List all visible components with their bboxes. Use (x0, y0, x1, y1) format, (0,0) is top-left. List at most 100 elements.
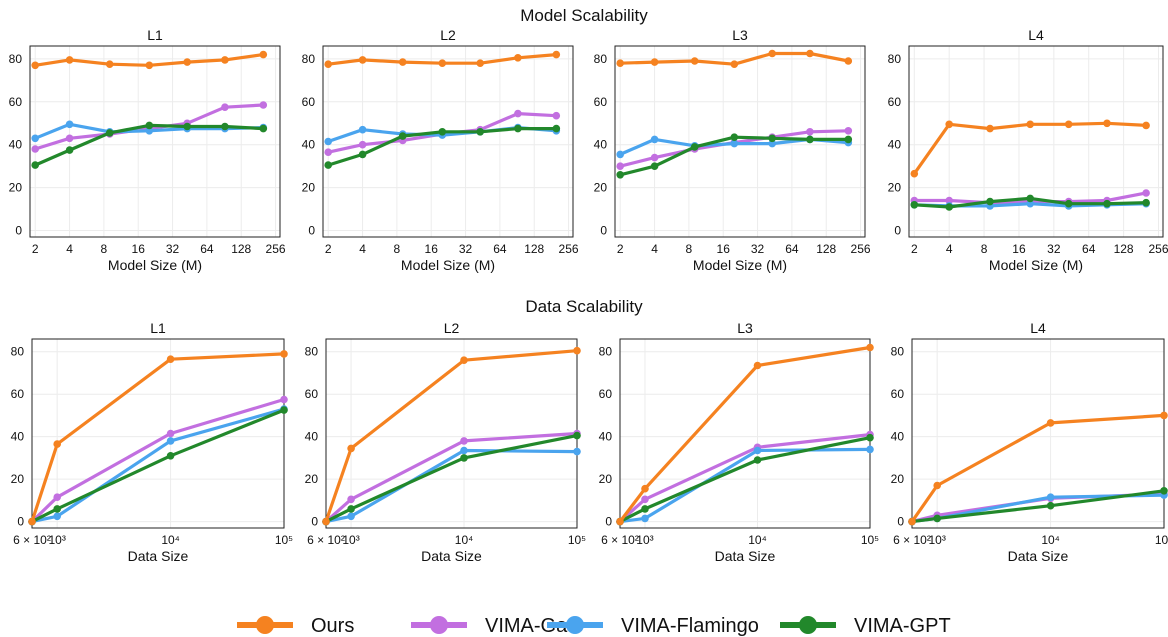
data-point (616, 150, 624, 159)
y-tick-label: 40 (599, 430, 613, 444)
data-point (53, 493, 61, 502)
x-axis-label: Model Size (M) (401, 257, 495, 273)
x-tick-label: 8 (686, 242, 693, 256)
x-tick-label: 32 (751, 242, 765, 256)
data-point (514, 109, 522, 118)
legend-item: Ours (237, 615, 354, 637)
legend-label: VIMA-GPT (854, 615, 951, 637)
data-point (324, 161, 333, 169)
y-tick-label: 0 (311, 515, 318, 529)
data-point (730, 139, 739, 148)
x-tick-label: 10⁴ (455, 533, 474, 547)
data-point (650, 135, 659, 144)
legend: Ours VIMA-Gato VIMA-Flamingo VIMA-GPT (237, 615, 951, 637)
series-line (910, 489, 1166, 524)
y-tick-label: 60 (9, 95, 23, 109)
data-point (730, 133, 739, 141)
data-point (945, 196, 953, 205)
data-point (53, 505, 61, 513)
panel-title: L1 (147, 27, 163, 43)
data-point (641, 495, 649, 504)
x-tick-label: 8 (981, 242, 988, 256)
data-point (280, 395, 288, 404)
data-point (347, 512, 355, 521)
data-point (324, 148, 333, 156)
y-tick-label: 20 (302, 181, 316, 195)
model-scalability-title: Model Scalability (520, 6, 648, 25)
data-point (866, 343, 874, 352)
y-tick-label: 60 (599, 387, 613, 401)
x-tick-label: 4 (946, 242, 953, 256)
data-point (221, 122, 229, 131)
data-point (753, 456, 762, 464)
x-tick-label: 128 (524, 242, 544, 256)
x-tick-label: 10⁵ (861, 533, 879, 547)
data-point (1142, 198, 1150, 207)
y-tick-label: 40 (888, 138, 902, 152)
data-point (844, 127, 853, 135)
data-point (358, 140, 367, 149)
data-point (933, 481, 941, 490)
y-tick-label: 20 (891, 472, 905, 486)
y-tick-label: 60 (594, 95, 608, 109)
x-tick-label: 64 (200, 242, 214, 256)
y-tick-label: 80 (888, 52, 902, 66)
y-tick-label: 20 (305, 472, 319, 486)
x-tick-label: 6 × 10² (13, 533, 51, 547)
data-point (1046, 501, 1055, 510)
y-tick-label: 40 (305, 430, 319, 444)
x-axis-label: Model Size (M) (693, 257, 787, 273)
legend-swatch-marker (799, 616, 817, 634)
series-line (324, 434, 579, 524)
y-tick-label: 0 (308, 224, 315, 238)
y-tick-label: 80 (599, 345, 613, 359)
x-tick-label: 10⁵ (1155, 533, 1168, 547)
y-tick-label: 20 (11, 472, 25, 486)
chart-panel: L3 0 20 40 60 80 2 4 8 16 32 64 128 256 Model Size (M) (594, 27, 871, 273)
data-point (358, 125, 367, 134)
y-tick-label: 80 (594, 52, 608, 66)
plot-frame (29, 45, 281, 238)
data-point (259, 124, 268, 133)
series-line (618, 345, 872, 524)
legend-item: VIMA-GPT (780, 615, 951, 637)
data-point (358, 56, 367, 64)
plot-frame (908, 45, 1164, 238)
data-point (573, 346, 581, 355)
data-point (641, 514, 649, 523)
panel-title: L1 (150, 320, 166, 336)
x-tick-label: 256 (851, 242, 871, 256)
y-tick-label: 20 (9, 181, 23, 195)
y-tick-label: 40 (9, 138, 23, 152)
chart-panel: L4 0 20 40 60 80 2 4 8 16 32 64 128 256 Model Size (M) (888, 27, 1168, 273)
data-point (460, 454, 468, 462)
data-point (1026, 199, 1034, 208)
data-point (398, 132, 407, 140)
legend-item: VIMA-Gato (411, 615, 584, 637)
series-line (30, 408, 286, 524)
data-point (31, 61, 39, 70)
y-tick-label: 0 (605, 515, 612, 529)
data-point (1064, 199, 1073, 208)
data-point (616, 517, 624, 526)
x-tick-label: 8 (394, 242, 401, 256)
y-tick-label: 0 (17, 515, 24, 529)
data-point (650, 153, 659, 162)
chart-panel: L1 0 20 40 60 80 2 4 8 16 32 64 128 256 Model Size (M) (9, 27, 286, 273)
y-tick-label: 80 (11, 345, 25, 359)
x-axis-label: Model Size (M) (108, 257, 202, 273)
data-point (1103, 199, 1111, 208)
plot-frame (619, 338, 871, 529)
data-point (1046, 493, 1055, 502)
y-tick-label: 20 (888, 181, 902, 195)
series-line (30, 407, 286, 524)
data-point (573, 431, 581, 440)
data-point (166, 429, 175, 438)
y-tick-label: 0 (15, 224, 22, 238)
data-point (53, 512, 61, 521)
x-tick-label: 16 (1012, 242, 1026, 256)
